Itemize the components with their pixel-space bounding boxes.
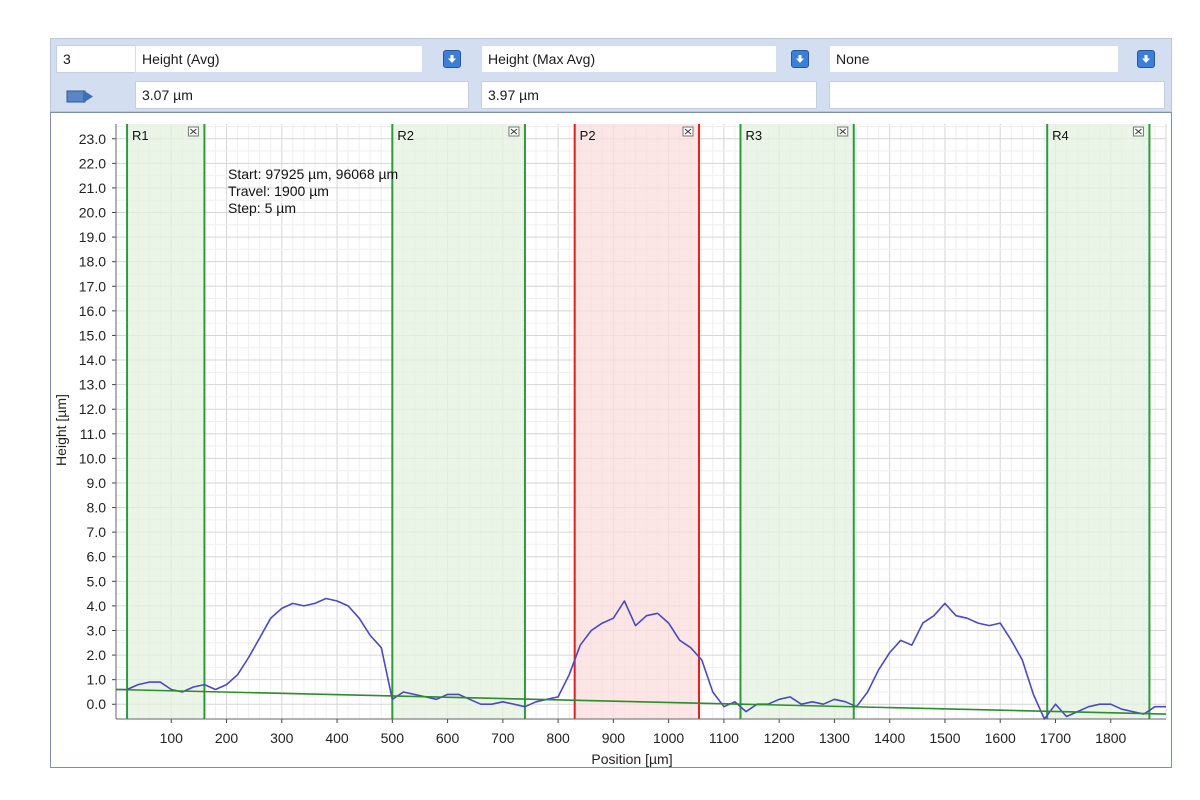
y-tick-label: 11.0 [80,426,106,442]
x-tick-label: 1600 [985,730,1016,746]
y-tick-label: 7.0 [87,524,107,540]
y-tick-label: 6.0 [87,549,107,565]
x-tick-label: 300 [270,730,294,746]
annotation-step: Step: 5 µm [228,200,296,216]
parameter-3-value [829,81,1165,109]
annotation-travel: Travel: 1900 µm [228,183,329,199]
x-tick-label: 1200 [764,730,795,746]
parameter-1-select[interactable]: Height (Avg) [135,45,423,73]
x-tick-label: 1000 [653,730,684,746]
export-icon[interactable] [65,87,95,105]
parameter-2-dropdown-button[interactable] [791,50,809,68]
parameter-2-value: 3.97 µm [481,81,817,109]
arrow-down-icon [448,55,456,63]
x-tick-label: 1500 [929,730,960,746]
y-tick-label: 14.0 [79,352,106,368]
y-axis-ticks: 0.0 1.0 2.0 3.0 4.0 5.0 6.0 7.0 8.0 9.0 10.0 11.0 12… [79,124,117,719]
x-axis-title: Position [µm] [591,751,672,767]
region-r2-label: R2 [397,128,414,143]
y-tick-label: 10.0 [79,450,106,466]
x-tick-label: 800 [546,730,570,746]
y-tick-label: 18.0 [79,254,106,270]
annotation-start: Start: 97925 µm, 96068 µm [228,166,398,182]
parameter-2-select[interactable]: Height (Max Avg) [481,45,777,73]
x-tick-label: 600 [436,730,460,746]
x-tick-label: 500 [381,730,405,746]
y-tick-label: 12.0 [79,401,106,417]
y-tick-label: 23.0 [79,131,106,147]
close-icon-glyph [190,128,197,135]
profile-line [116,597,1166,720]
region-r1-label: R1 [132,128,149,143]
parameter-3-name: None [836,51,870,67]
close-icon-glyph [510,128,518,135]
x-tick-label: 200 [215,730,239,746]
x-tick-label: 1100 [709,730,739,746]
y-tick-label: 19.0 [79,229,106,245]
y-tick-label: 1.0 [87,672,107,688]
y-tick-label: 15.0 [79,327,106,343]
x-tick-label: 1700 [1040,730,1071,746]
regions: R1 R2 P2 R3 R4 [126,124,1151,719]
arrow-down-icon [1142,55,1150,63]
x-tick-label: 1300 [819,730,850,746]
y-tick-label: 17.0 [79,278,106,294]
parameter-2-name: Height (Max Avg) [488,51,596,67]
parameter-1-name: Height (Avg) [142,51,220,67]
parameter-3-select[interactable]: None [829,45,1119,73]
parameter-1-dropdown-button[interactable] [443,50,461,68]
close-icon-glyph [684,128,692,135]
y-tick-label: 2.0 [87,647,107,663]
x-tick-label: 100 [160,730,184,746]
series [115,597,1167,720]
y-tick-label: 5.0 [87,573,107,589]
x-tick-label: 1400 [874,730,905,746]
profile-toolbar: 3 Height (Avg) Height (Max Avg) None 3.0… [50,38,1172,112]
region-p2-band [574,124,700,719]
y-axis-title: Height [µm] [53,394,69,466]
region-r2-band [392,124,525,719]
reference-line [115,688,1167,715]
x-tick-label: 1800 [1095,730,1126,746]
y-tick-label: 3.0 [87,622,107,638]
region-r3-label: R3 [745,128,762,143]
y-tick-label: 9.0 [87,475,107,491]
y-tick-label: 8.0 [87,500,107,516]
parameter-1-value: 3.07 µm [135,81,469,109]
parameter-3-dropdown-button[interactable] [1137,50,1155,68]
region-r4-label: R4 [1052,128,1069,143]
y-tick-label: 4.0 [87,598,107,614]
y-tick-label: 20.0 [79,205,106,221]
y-tick-label: 0.0 [87,696,107,712]
x-tick-label: 700 [491,730,515,746]
x-axis-ticks: 100 200 300 400 500 600 700 800 900 1000 1100 1200 1… [116,718,1166,746]
y-tick-label: 16.0 [79,303,106,319]
region-r3-band [740,124,854,719]
region-p2-label: P2 [580,128,596,143]
region-r1-band [127,124,205,719]
x-tick-label: 400 [325,730,349,746]
y-tick-label: 21.0 [79,180,106,196]
region-r4-band [1047,124,1150,719]
x-tick-label: 900 [602,730,626,746]
close-icon-glyph [1135,128,1142,135]
arrow-down-icon [796,55,804,63]
y-tick-label: 22.0 [79,155,106,171]
y-tick-label: 13.0 [79,377,106,393]
close-icon-glyph [839,128,847,135]
profile-select-value: 3 [63,51,71,67]
